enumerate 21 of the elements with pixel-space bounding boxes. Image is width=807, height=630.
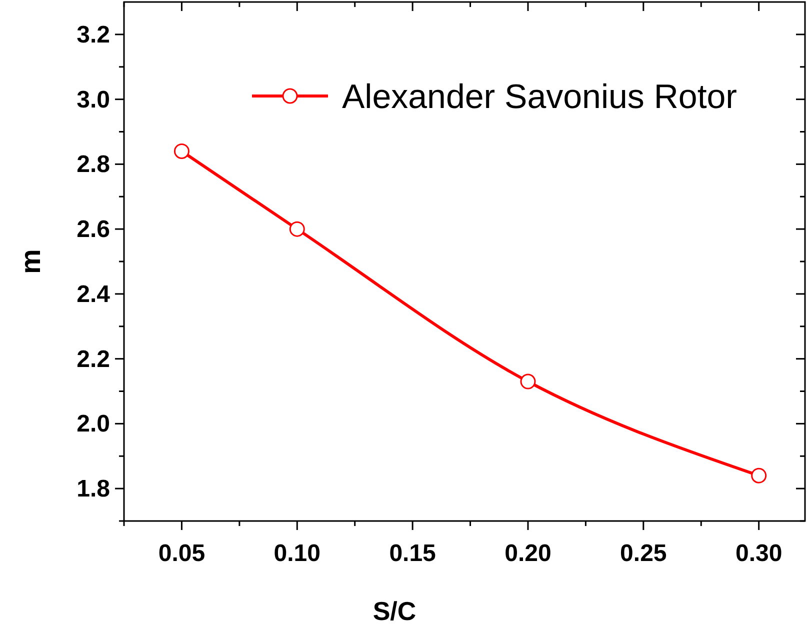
point: [751, 468, 767, 484]
y-tick-label: 3.2: [76, 21, 110, 48]
x-tick-label: 0.10: [274, 540, 320, 567]
y-tick-label: 2.8: [76, 151, 110, 178]
y-tick-label: 1.8: [76, 476, 110, 503]
y-tick-label: 2.4: [76, 280, 111, 308]
y-axis-title: m: [15, 249, 46, 274]
x-tick-label: 0.20: [504, 540, 552, 567]
point: [289, 221, 305, 237]
x-tick-label: 0.15: [389, 540, 436, 567]
x-axis-title: S/C: [372, 596, 416, 626]
y-tick-label: 2.6: [76, 216, 110, 244]
x-tick-label: 0.30: [735, 540, 782, 567]
point: [174, 143, 190, 159]
x-tick-label: 0.25: [620, 540, 667, 567]
legend-label: Alexander Savonius Rotor: [342, 78, 738, 116]
y-tick-label: 2.0: [76, 410, 110, 438]
x-tick-label: 0.05: [158, 540, 206, 567]
y-tick-label: 2.2: [76, 346, 110, 373]
point: [520, 374, 536, 390]
y-tick-label: 3.0: [76, 86, 110, 114]
